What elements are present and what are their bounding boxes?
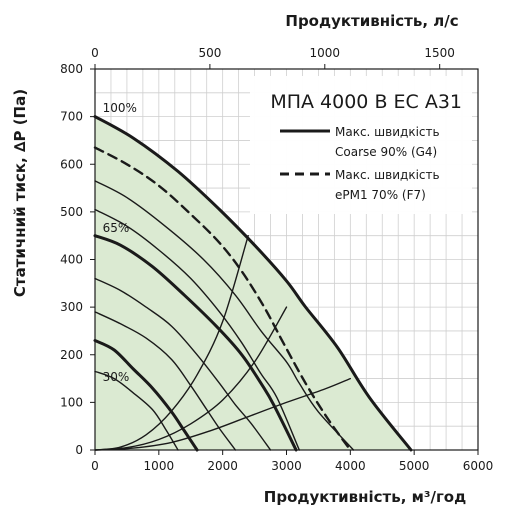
x-axis-title: Продуктивність, м³/год — [264, 488, 466, 506]
series-line-9 — [94, 235, 249, 451]
x-tick-label: 5000 — [399, 459, 430, 473]
x-tick-label: 3000 — [271, 459, 302, 473]
curves — [93, 115, 413, 452]
y-tick-label: 800 — [60, 62, 83, 76]
y-tick-label: 100 — [60, 395, 83, 409]
speed-labels: 100% 65% 30% — [103, 101, 137, 384]
series-line-3 — [93, 234, 298, 452]
x2-tick-label: 500 — [198, 46, 221, 60]
legend-solid-line1: Макс. швидкість — [335, 125, 440, 139]
axes: 0 1000 2000 3000 4000 5000 6000010020030040050… — [60, 46, 493, 473]
legend-dashed-line1: Макс. швидкість — [335, 168, 440, 182]
series-line-7 — [94, 370, 179, 451]
top-axis-title: Продуктивність, л/с — [285, 12, 458, 30]
model-title: МПА 4000 В ЕС А31 — [270, 91, 462, 113]
y-tick-label: 500 — [60, 205, 83, 219]
speed-label: 100% — [103, 101, 137, 115]
series-line-10 — [94, 306, 288, 451]
series-line-1 — [94, 180, 355, 451]
legend-solid-line2: Coarse 90% (G4) — [335, 145, 437, 159]
speed-label: 65% — [103, 221, 130, 235]
series-line-5 — [94, 311, 237, 451]
speed-label: 30% — [103, 370, 130, 384]
y-tick-label: 300 — [60, 300, 83, 314]
x-tick-label: 0 — [91, 459, 99, 473]
series-line-6 — [93, 339, 199, 452]
series-line-11 — [94, 377, 351, 451]
series-line-2 — [94, 208, 300, 451]
y-tick-label: 0 — [75, 443, 83, 457]
legend-background — [250, 76, 472, 214]
x2-tick-label: 1000 — [310, 46, 341, 60]
x-tick-label: 6000 — [463, 459, 494, 473]
x-tick-label: 1000 — [144, 459, 175, 473]
x2-tick-label: 1500 — [424, 46, 455, 60]
y-axis-title: Статичний тиск, ∆Р (Па) — [11, 89, 29, 297]
y-tick-label: 600 — [60, 157, 83, 171]
legend-dashed-line2: ePM1 70% (F7) — [335, 188, 426, 202]
x-tick-label: 4000 — [335, 459, 366, 473]
series-line-0 — [93, 115, 413, 452]
x2-tick-label: 0 — [91, 46, 99, 60]
y-tick-label: 200 — [60, 348, 83, 362]
legend-box: МПА 4000 В ЕС А31 Макс. швидкість Coarse… — [250, 76, 472, 214]
y-tick-label: 700 — [60, 110, 83, 124]
x-tick-label: 2000 — [207, 459, 238, 473]
y-tick-label: 400 — [60, 253, 83, 267]
